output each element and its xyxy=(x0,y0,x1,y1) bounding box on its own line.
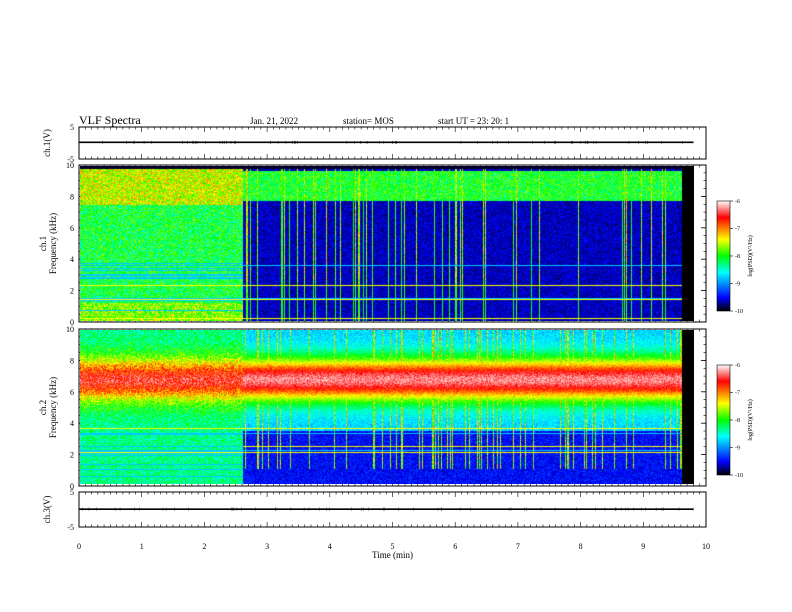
colorbar-tick-label: -9 xyxy=(735,446,740,452)
ylabel-1: ch.1(V) xyxy=(42,129,52,157)
ylabel-4: ch.3(V) xyxy=(42,496,52,524)
ylabel-3: Frequency (kHz) xyxy=(48,377,58,438)
xaxis-label: Time (min) xyxy=(372,550,413,560)
colorbar-label: log(PSD)(V²/Hz) xyxy=(747,235,754,276)
colorbar-tick-label: -7 xyxy=(735,227,740,233)
ytick-label: 4 xyxy=(70,255,74,264)
ylabel-2: ch.1 xyxy=(38,236,48,251)
colorbar-tick-label: -7 xyxy=(735,391,740,397)
colorbar-label: log(PSD)(V²/Hz) xyxy=(747,399,754,440)
colorbar-tick-label: -8 xyxy=(735,254,740,260)
ytick-label: -5 xyxy=(67,523,74,532)
ch1-spectrogram-image xyxy=(80,166,694,321)
colorbar-2 xyxy=(717,365,730,475)
ytick-label: 10 xyxy=(66,161,74,170)
ylabel-3: ch.2 xyxy=(38,400,48,415)
ytick-label: 6 xyxy=(70,388,74,397)
station-label: station= MOS xyxy=(343,116,394,126)
xtick-label: 10 xyxy=(702,542,710,551)
figure-title: VLF Spectra xyxy=(79,113,141,127)
date-label: Jan. 21, 2022 xyxy=(250,116,298,126)
ytick-label: 2 xyxy=(70,287,74,296)
start-time-label: start UT = 23: 20: 1 xyxy=(438,116,509,126)
colorbar-tick-label: -10 xyxy=(735,473,743,479)
xtick-label: 9 xyxy=(641,542,645,551)
xtick-label: 4 xyxy=(328,542,332,551)
ytick-label: 6 xyxy=(70,224,74,233)
ytick-label: 8 xyxy=(70,356,74,365)
ytick-label: 10 xyxy=(66,325,74,334)
xtick-label: 2 xyxy=(202,542,206,551)
colorbar-tick-label: -10 xyxy=(735,309,743,315)
colorbar-tick-label: -8 xyxy=(735,418,740,424)
ch2-spectrogram-image xyxy=(80,330,694,484)
ytick-label: 5 xyxy=(70,488,74,497)
ylabel-2: Frequency (kHz) xyxy=(48,213,58,274)
ytick-label: 4 xyxy=(70,419,74,428)
ytick-label: 5 xyxy=(70,123,74,132)
xtick-label: 8 xyxy=(579,542,583,551)
xtick-label: 7 xyxy=(516,542,520,551)
ytick-label: 2 xyxy=(70,451,74,460)
colorbar-tick-label: -6 xyxy=(735,363,740,369)
colorbar-tick-label: -6 xyxy=(735,199,740,205)
xtick-label: 3 xyxy=(265,542,269,551)
xtick-label: 0 xyxy=(77,542,81,551)
ytick-label: 8 xyxy=(70,192,74,201)
colorbar-1 xyxy=(717,201,730,311)
xtick-label: 1 xyxy=(140,542,144,551)
xtick-label: 6 xyxy=(453,542,457,551)
colorbar-tick-label: -9 xyxy=(735,282,740,288)
